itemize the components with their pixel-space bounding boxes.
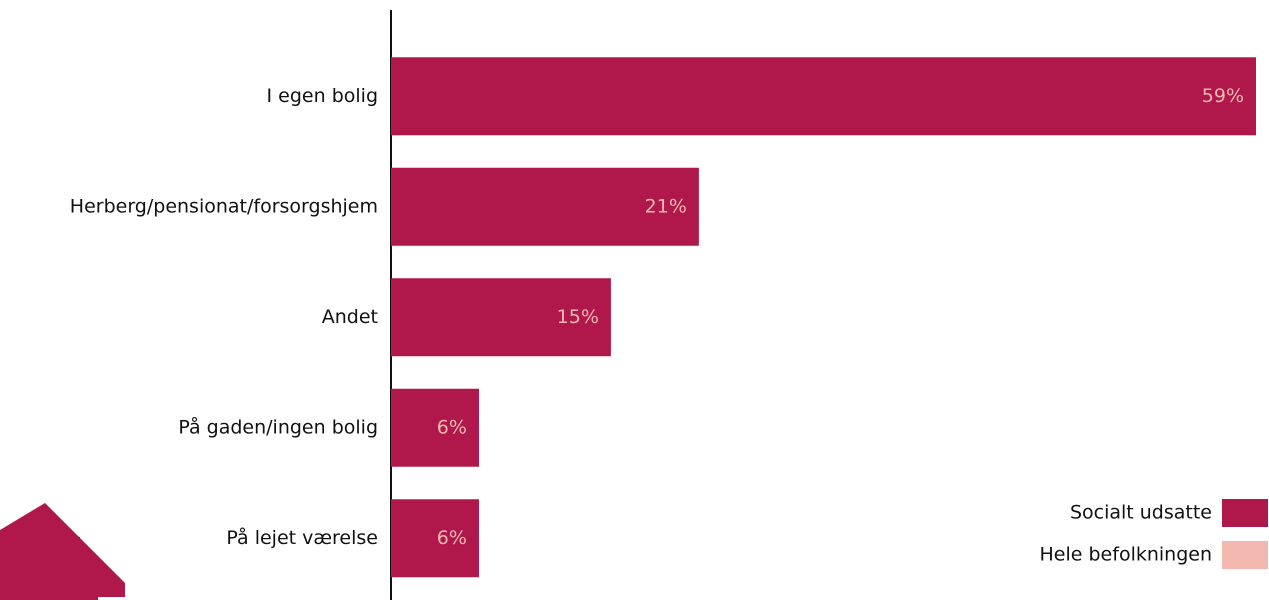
bar: [391, 278, 611, 357]
y-tick-label: Herberg/pensionat/forsorgshjem: [70, 195, 378, 217]
y-tick-label: I egen bolig: [267, 85, 378, 107]
legend-swatch: [1222, 541, 1268, 569]
legend-label: Socialt udsatte: [1070, 502, 1212, 524]
bar: [391, 57, 1256, 136]
y-tick-label: På lejet værelse: [226, 526, 378, 549]
legend-label: Hele befolkningen: [1040, 544, 1212, 566]
house-window: [98, 597, 128, 600]
value-label: 15%: [557, 306, 599, 328]
y-tick-label: På gaden/ingen bolig: [178, 415, 378, 438]
house-chimney: [64, 537, 80, 567]
bar: [391, 167, 699, 246]
value-label: 6%: [437, 416, 467, 438]
bar: [391, 388, 479, 467]
value-label: 59%: [1202, 85, 1244, 107]
legend-swatch: [1222, 499, 1268, 527]
house-icon: [0, 503, 125, 600]
value-label: 21%: [645, 195, 687, 217]
value-label: 6%: [437, 527, 467, 549]
y-tick-label: Andet: [322, 306, 378, 328]
bar: [391, 499, 479, 578]
